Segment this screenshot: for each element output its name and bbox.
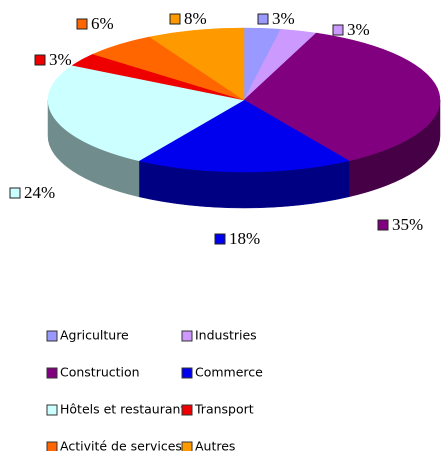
data-label: 18% xyxy=(229,229,260,248)
label-marker xyxy=(34,54,46,66)
legend-label: Hôtels et restaurants xyxy=(60,402,192,417)
label-marker xyxy=(76,18,88,30)
legend-marker xyxy=(181,404,193,416)
slice xyxy=(243,32,441,162)
legend-marker xyxy=(181,367,193,379)
slice xyxy=(148,27,245,101)
data-label: 3% xyxy=(49,50,72,69)
legend-label: Commerce xyxy=(195,365,263,380)
legend-marker xyxy=(46,367,58,379)
legend-marker xyxy=(46,441,58,451)
data-label: 6% xyxy=(91,14,114,33)
legend-label: Construction xyxy=(60,365,140,380)
label-marker xyxy=(9,187,21,199)
legend-label: Autres xyxy=(195,439,235,451)
label-marker xyxy=(214,233,226,245)
slice xyxy=(47,65,245,162)
data-label: 3% xyxy=(347,20,370,39)
label-marker xyxy=(377,219,389,231)
data-label: 35% xyxy=(392,215,423,234)
slice xyxy=(138,99,350,173)
legend-marker xyxy=(46,330,58,342)
legend-label: Industries xyxy=(195,328,257,343)
label-marker xyxy=(169,13,181,25)
label-marker xyxy=(257,13,269,25)
legend-marker xyxy=(46,404,58,416)
data-label: 24% xyxy=(24,183,55,202)
data-label: 3% xyxy=(272,9,295,28)
legend-label: Transport xyxy=(194,402,254,417)
label-marker xyxy=(332,24,344,36)
legend-label: Agriculture xyxy=(60,328,129,343)
legend-label: Activité de services xyxy=(60,439,182,451)
legend-marker xyxy=(181,330,193,342)
legend-marker xyxy=(181,441,193,451)
data-label: 8% xyxy=(184,9,207,28)
